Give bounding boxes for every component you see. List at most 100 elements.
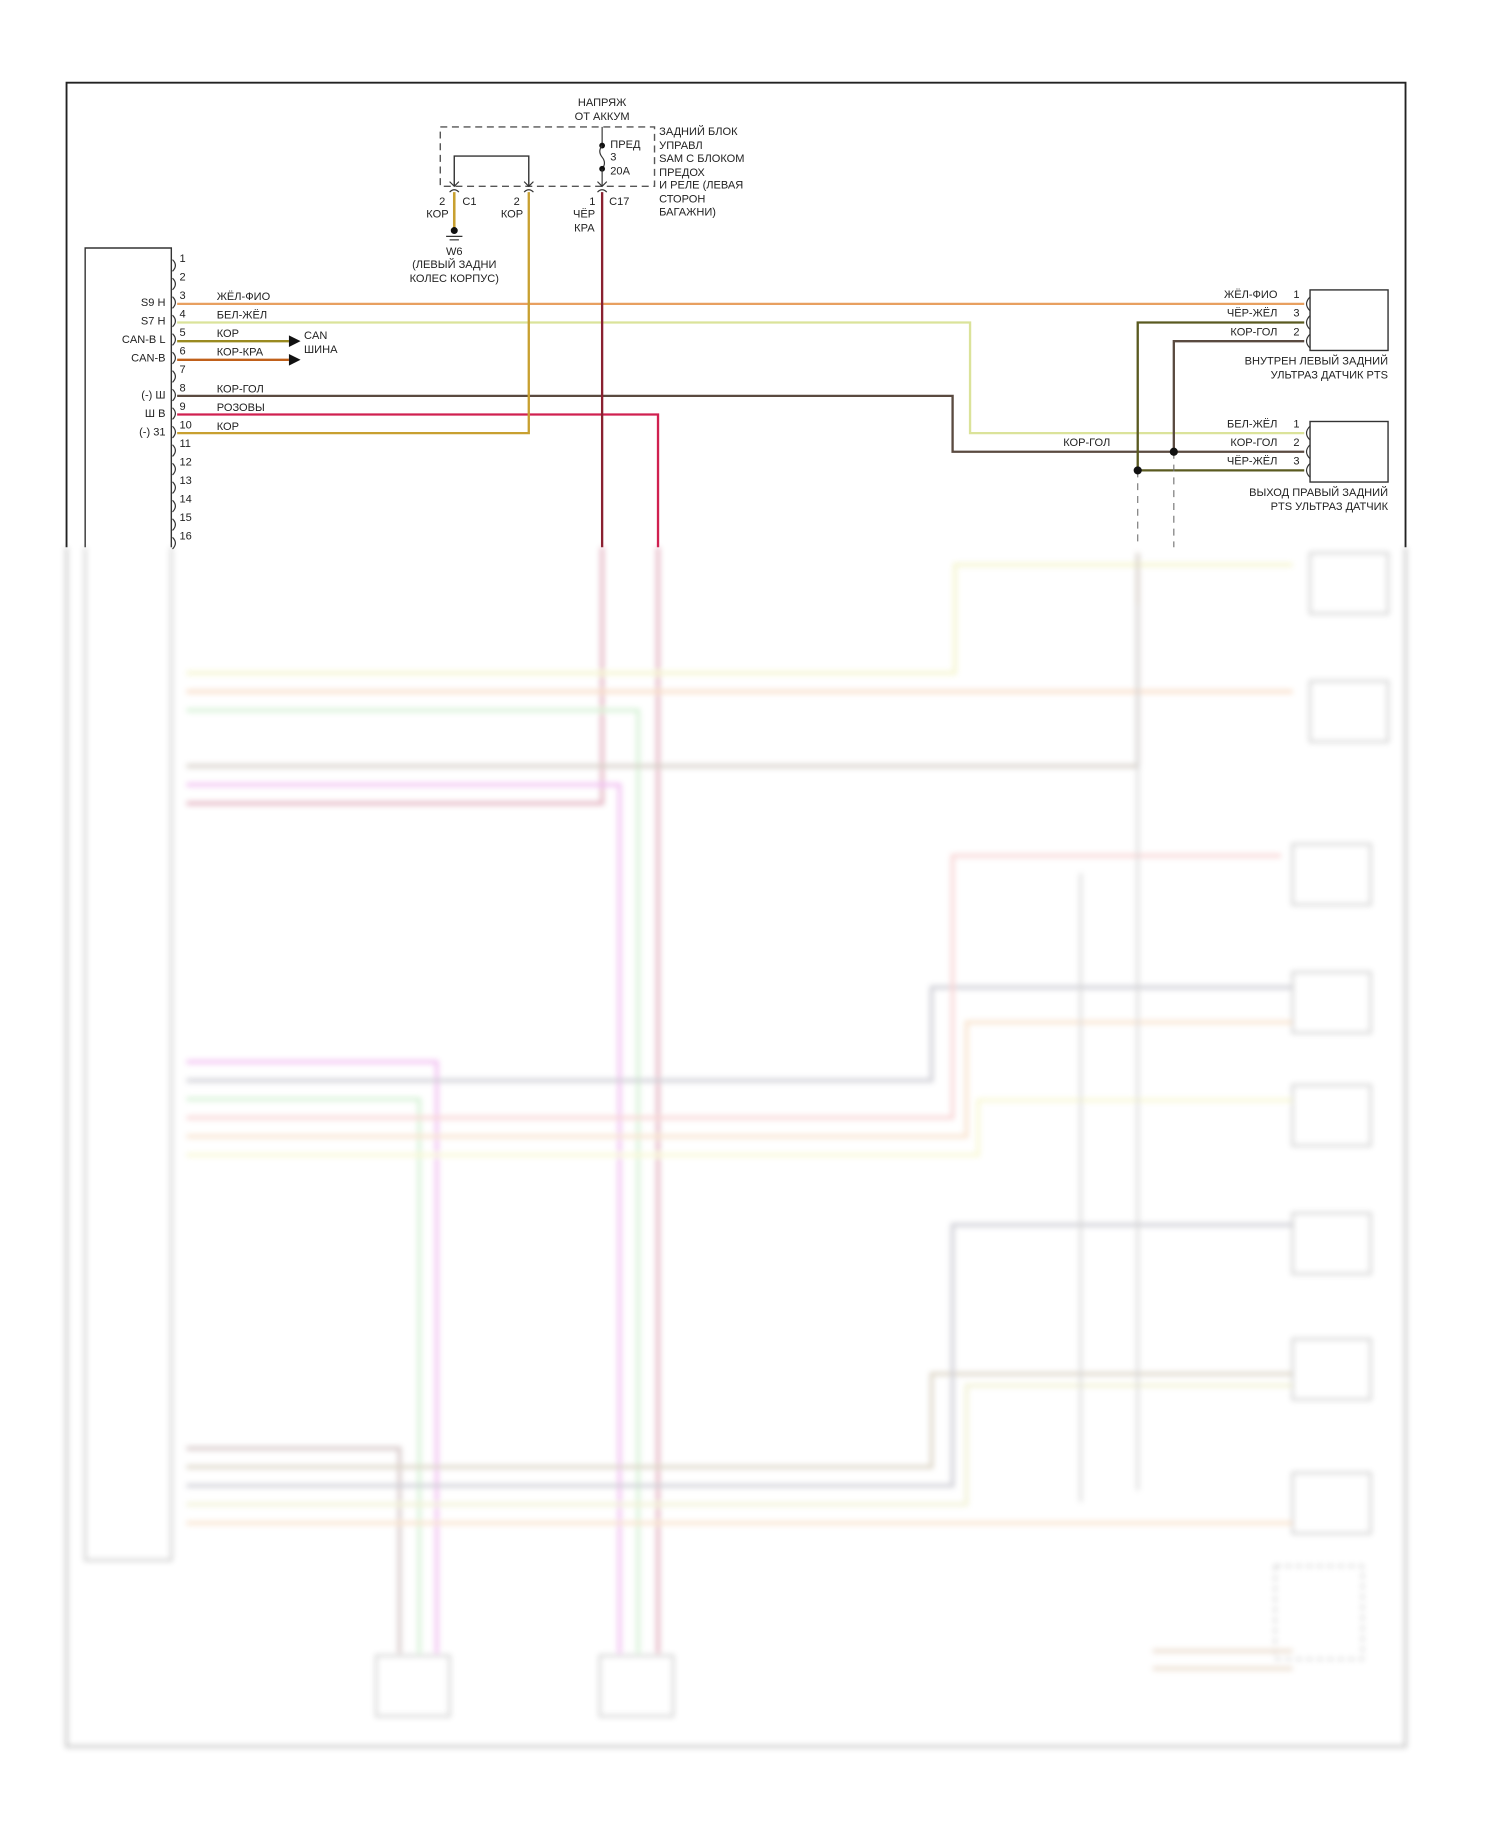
sensor-right-labels: БЕЛ-ЖЁЛ 1 КОР-ГОЛ 2 ЧЁР-ЖЁЛ 3 ВЫХОД ПРАВЫЙ … xyxy=(1227,418,1389,513)
pin-number: 11 xyxy=(179,438,190,450)
svg-text:1: 1 xyxy=(1293,289,1299,301)
pin-symbol xyxy=(172,296,176,309)
svg-text:ЧЁР-ЖЁЛ: ЧЁР-ЖЁЛ xyxy=(1227,456,1278,468)
sensor-pin-symbols xyxy=(1305,296,1311,478)
svg-text:КОР-ГОЛ: КОР-ГОЛ xyxy=(1230,437,1277,449)
ground-desc-2: КОЛЕС КОРПУС) xyxy=(410,273,499,285)
pin-function: S7 H xyxy=(141,315,166,327)
pin-symbol xyxy=(172,314,176,328)
pin-symbol xyxy=(172,370,176,383)
wire-color-label: КОР xyxy=(217,421,239,433)
wire-color-label: БЕЛ-ЖЁЛ xyxy=(217,310,267,322)
parking-control-module xyxy=(84,247,173,548)
c1-name: C1 xyxy=(462,196,476,208)
c17-wire-1: ЧЁР xyxy=(573,209,595,221)
pin-symbol xyxy=(172,499,176,513)
pin-symbol xyxy=(172,259,176,272)
fuse-name: ПРЕД xyxy=(610,139,641,151)
svg-text:ПРЕДОХ: ПРЕДОХ xyxy=(659,167,705,179)
pin-symbol xyxy=(172,388,176,402)
wire-blk-yel-1 xyxy=(1136,321,1305,470)
svg-text:1: 1 xyxy=(1293,418,1299,430)
wire-color-label: РОЗОВЫ xyxy=(217,402,265,414)
source-label-1: НАПРЯЖ xyxy=(578,97,627,109)
sensor-left-labels: ЖЁЛ-ФИО 1 ЧЁР-ЖЁЛ 3 КОР-ГОЛ 2 ВНУТРЕН ЛЕВЫЙ… xyxy=(1224,289,1388,381)
pin-number: 5 xyxy=(179,327,185,339)
pin-symbol xyxy=(172,444,176,457)
wire-color-label: КОР xyxy=(217,328,239,340)
svg-text:ЧЁР-ЖЁЛ: ЧЁР-ЖЁЛ xyxy=(1227,308,1278,320)
svg-text:SAM С БЛОКОМ: SAM С БЛОКОМ xyxy=(659,153,744,165)
pin-symbol xyxy=(172,277,176,291)
svg-text:УЛЬТРАЗ ДАТЧИК PTS: УЛЬТРАЗ ДАТЧИК PTS xyxy=(1271,369,1388,381)
pin-number: 10 xyxy=(179,420,191,432)
pin-symbol xyxy=(172,407,176,420)
pin-number: 16 xyxy=(179,531,191,543)
pin-number: 1 xyxy=(179,253,185,265)
sam-module-outline xyxy=(439,126,656,187)
pin-function: S9 H xyxy=(141,297,166,309)
pin-symbol xyxy=(172,333,176,346)
c17-pin: 1 xyxy=(589,196,595,208)
svg-text:2: 2 xyxy=(1293,437,1299,449)
inner-left-rear-sensor xyxy=(1309,289,1389,352)
pin-function: CAN-B xyxy=(131,353,165,365)
pin-function: (-) Ш xyxy=(141,390,165,402)
splice-dots xyxy=(1133,447,1178,475)
c1-pin-b: 2 xyxy=(514,196,520,208)
connector-symbols xyxy=(449,181,608,193)
pin-function: (-) 31 xyxy=(139,427,165,439)
wire-brn-blu xyxy=(177,394,1305,453)
pin-symbol xyxy=(172,518,176,531)
junction-wire-label: КОР-ГОЛ xyxy=(1063,437,1110,449)
source-label-2: ОТ АККУМ xyxy=(575,111,630,123)
svg-text:2: 2 xyxy=(1293,326,1299,338)
svg-text:PTS УЛЬТРАЗ ДАТЧИК: PTS УЛЬТРАЗ ДАТЧИК xyxy=(1271,501,1389,513)
svg-text:КОР-ГОЛ: КОР-ГОЛ xyxy=(1230,326,1277,338)
pin-number: 15 xyxy=(179,512,191,524)
pin-number: 9 xyxy=(179,401,185,413)
c1-pin-a: 2 xyxy=(439,196,445,208)
c17-wire-2: КРА xyxy=(574,223,595,235)
wire-brn-blu-2 xyxy=(1172,339,1305,452)
svg-text:БЕЛ-ЖЁЛ: БЕЛ-ЖЁЛ xyxy=(1227,418,1277,430)
svg-text:3: 3 xyxy=(1293,456,1299,468)
pin-symbol xyxy=(172,462,176,476)
pin-number: 7 xyxy=(179,364,185,376)
fuse-number: 3 xyxy=(610,152,616,164)
svg-text:СТОРОН: СТОРОН xyxy=(659,194,705,206)
wire-continuation xyxy=(1137,451,1175,548)
can-label-2: ШИНА xyxy=(304,344,338,356)
pin-symbol xyxy=(172,481,176,494)
internal-link xyxy=(453,155,530,187)
svg-text:УПРАВЛ: УПРАВЛ xyxy=(659,140,702,152)
fuse-icon xyxy=(599,126,606,187)
wire-color-label: КОР-КРА xyxy=(217,347,264,359)
pin-number: 8 xyxy=(179,383,185,395)
obscured-lower-diagram xyxy=(65,547,1407,1748)
wires xyxy=(177,192,1305,548)
svg-text:БАГАЖНИ): БАГАЖНИ) xyxy=(659,206,716,218)
pin-number: 2 xyxy=(179,271,185,283)
outer-right-rear-sensor xyxy=(1309,420,1389,483)
svg-text:ВНУТРЕН ЛЕВЫЙ ЗАДНИЙ: ВНУТРЕН ЛЕВЫЙ ЗАДНИЙ xyxy=(1245,354,1388,367)
c17-name: C17 xyxy=(609,196,629,208)
c1-wire-b: КОР xyxy=(501,209,523,221)
svg-text:ЗАДНИЙ БЛОК: ЗАДНИЙ БЛОК xyxy=(659,125,738,138)
pin-number: 4 xyxy=(179,309,185,321)
can-arrows xyxy=(288,335,301,366)
ground-icon xyxy=(446,227,463,241)
wire-color-label: КОР-ГОЛ xyxy=(217,384,264,396)
svg-text:3: 3 xyxy=(1293,308,1299,320)
can-label-1: CAN xyxy=(304,330,327,342)
pin-symbol xyxy=(172,425,176,439)
sam-module-label: ЗАДНИЙ БЛОК УПРАВЛ SAM С БЛОКОМ ПРЕДОХ И… xyxy=(659,125,744,218)
ground-desc-1: (ЛЕВЫЙ ЗАДНИ xyxy=(412,258,496,271)
svg-text:ЖЁЛ-ФИО: ЖЁЛ-ФИО xyxy=(1224,289,1278,301)
pin-symbol xyxy=(172,351,176,365)
svg-text:И РЕЛЕ (ЛЕВАЯ: И РЕЛЕ (ЛЕВАЯ xyxy=(659,180,743,192)
wire-brn-10 xyxy=(177,192,530,435)
